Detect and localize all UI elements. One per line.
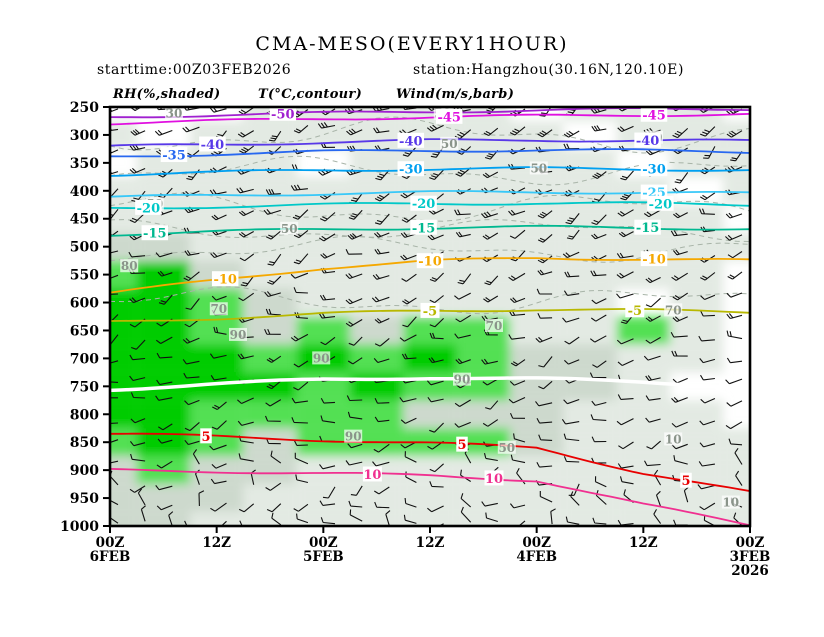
svg-text:-15: -15 [143, 227, 167, 242]
svg-text:-45: -45 [642, 108, 666, 123]
y-tick-label: 1000 [60, 519, 99, 535]
svg-text:-10: -10 [642, 253, 666, 268]
svg-text:10: 10 [485, 472, 503, 487]
starttime-label: starttime:00Z03FEB2026 [97, 62, 292, 78]
svg-text:-20: -20 [137, 201, 161, 216]
svg-text:-5: -5 [423, 304, 437, 319]
svg-text:90: 90 [345, 430, 362, 444]
svg-text:-10: -10 [418, 255, 442, 270]
svg-text:-30: -30 [642, 163, 666, 178]
axes-layer: 2503003504004505005506006507007508008509… [60, 100, 770, 579]
svg-text:10: 10 [363, 468, 381, 483]
y-tick-label: 350 [70, 156, 99, 172]
y-tick-label: 900 [70, 463, 99, 479]
y-tick-label: 750 [70, 379, 99, 395]
svg-text:-40: -40 [201, 138, 225, 153]
x-tick-time-label: 00Z [736, 535, 765, 551]
contour-labels-layer: 305050505050508070709070909090501010-50-… [120, 105, 740, 510]
y-tick-label: 950 [70, 491, 99, 507]
svg-text:-40: -40 [399, 134, 423, 149]
svg-text:10: 10 [665, 432, 682, 446]
svg-text:-5: -5 [628, 304, 642, 319]
y-tick-label: 450 [70, 212, 99, 228]
x-tick-time-label: 00Z [309, 535, 338, 551]
svg-text:90: 90 [454, 373, 471, 387]
svg-text:90: 90 [313, 351, 330, 365]
svg-text:-30: -30 [399, 163, 423, 178]
svg-text:-45: -45 [437, 110, 461, 125]
y-tick-label: 550 [70, 268, 99, 284]
svg-text:-50: -50 [271, 107, 295, 122]
chart-title: CMA-MESO(EVERY1HOUR) [255, 33, 569, 55]
legend-temp-contour: T(°C,contour) [258, 87, 363, 102]
svg-text:5: 5 [681, 474, 690, 489]
svg-text:5: 5 [201, 430, 210, 445]
svg-text:80: 80 [121, 259, 138, 273]
wind-barbs-layer [110, 107, 743, 526]
svg-text:50: 50 [498, 441, 515, 455]
x-tick-date-label: 3FEB [730, 549, 771, 565]
svg-text:90: 90 [230, 328, 247, 342]
svg-text:70: 70 [210, 302, 227, 316]
svg-text:-20: -20 [412, 197, 436, 212]
svg-text:70: 70 [486, 319, 503, 333]
svg-text:50: 50 [281, 222, 298, 236]
x-tick-year-label: 2026 [731, 563, 769, 579]
x-tick-time-label: 00Z [96, 535, 125, 551]
x-tick-time-label: 12Z [629, 535, 658, 551]
x-tick-time-label: 00Z [522, 535, 551, 551]
svg-text:-40: -40 [636, 134, 660, 149]
y-tick-label: 400 [70, 184, 99, 200]
x-tick-date-label: 5FEB [303, 549, 344, 565]
y-tick-label: 650 [70, 323, 99, 339]
legend-rh-shaded: RH(%,shaded) [113, 87, 221, 102]
y-tick-label: 500 [70, 240, 99, 256]
svg-text:30: 30 [166, 107, 183, 121]
y-tick-label: 850 [70, 435, 99, 451]
y-tick-label: 600 [70, 296, 99, 312]
svg-text:-15: -15 [636, 221, 660, 236]
svg-text:-10: -10 [213, 273, 237, 288]
svg-text:50: 50 [530, 161, 547, 175]
y-tick-label: 300 [70, 128, 99, 144]
legend-wind-barb: Wind(m/s,barb) [396, 87, 515, 102]
svg-text:-15: -15 [412, 221, 436, 236]
svg-text:-20: -20 [649, 197, 673, 212]
svg-text:10: 10 [722, 496, 739, 510]
svg-text:5: 5 [457, 438, 466, 453]
svg-text:-35: -35 [162, 149, 186, 164]
y-tick-label: 250 [70, 100, 99, 116]
station-label: station:Hangzhou(30.16N,120.10E) [413, 62, 685, 78]
y-tick-label: 700 [70, 351, 99, 367]
x-tick-time-label: 12Z [416, 535, 445, 551]
x-tick-time-label: 12Z [202, 535, 231, 551]
x-tick-date-label: 6FEB [90, 549, 131, 565]
svg-text:70: 70 [665, 303, 682, 317]
y-tick-label: 800 [70, 407, 99, 423]
svg-text:50: 50 [441, 137, 458, 151]
x-tick-date-label: 4FEB [516, 549, 557, 565]
